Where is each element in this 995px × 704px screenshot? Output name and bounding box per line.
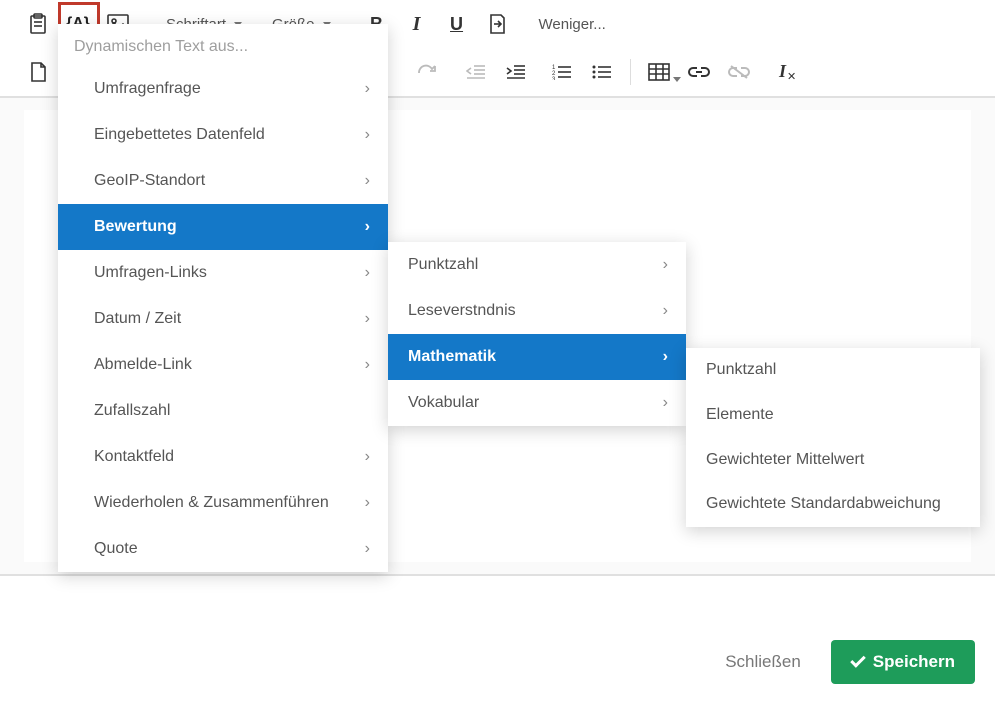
svg-text:3: 3 bbox=[552, 77, 556, 80]
bewertung-submenu: Punktzahl›Leseverstndnis›Mathematik›Voka… bbox=[388, 242, 686, 426]
submenu-item-mathematik[interactable]: Mathematik › bbox=[388, 334, 686, 380]
menu-item-label: Vokabular bbox=[408, 394, 479, 412]
chevron-right-icon: › bbox=[365, 126, 370, 144]
menu-item-label: Mathematik bbox=[408, 348, 496, 366]
svg-text:✕: ✕ bbox=[787, 71, 796, 82]
menu-item-label: Quote bbox=[94, 540, 138, 558]
menu-item-kontaktfeld[interactable]: Kontaktfeld › bbox=[58, 434, 388, 480]
new-page-icon[interactable] bbox=[18, 52, 58, 92]
more-button[interactable]: Weniger... bbox=[531, 4, 614, 44]
menu-item-bewertung[interactable]: Bewertung › bbox=[58, 204, 388, 250]
table-icon[interactable] bbox=[639, 52, 679, 92]
chevron-right-icon: › bbox=[365, 494, 370, 512]
piped-text-menu: Dynamischen Text aus... Umfragenfrage›Ei… bbox=[58, 24, 388, 572]
dialog-footer: Schließen Speichern bbox=[713, 640, 975, 684]
chevron-right-icon: › bbox=[663, 256, 668, 274]
ordered-list-icon[interactable]: 123 bbox=[542, 52, 582, 92]
chevron-right-icon: › bbox=[365, 80, 370, 98]
underline-button[interactable]: U bbox=[437, 4, 477, 44]
menu-item-label: Kontaktfeld bbox=[94, 448, 174, 466]
outdent-icon[interactable] bbox=[456, 52, 496, 92]
menu-item-zufallszahl[interactable]: Zufallszahl bbox=[58, 388, 388, 434]
italic-button[interactable]: I bbox=[397, 4, 437, 44]
unlink-icon[interactable] bbox=[719, 52, 759, 92]
chevron-right-icon: › bbox=[365, 172, 370, 190]
indent-icon[interactable] bbox=[496, 52, 536, 92]
leaf-item-punktzahl[interactable]: Punktzahl bbox=[686, 348, 980, 393]
save-button[interactable]: Speichern bbox=[831, 640, 975, 684]
menu-header: Dynamischen Text aus... bbox=[58, 24, 388, 66]
menu-item-datum-zeit[interactable]: Datum / Zeit › bbox=[58, 296, 388, 342]
check-icon bbox=[850, 652, 866, 668]
redo-icon[interactable] bbox=[406, 52, 446, 92]
unordered-list-icon[interactable] bbox=[582, 52, 622, 92]
submenu-item-leseverstndnis[interactable]: Leseverstndnis › bbox=[388, 288, 686, 334]
menu-item-label: Zufallszahl bbox=[94, 402, 170, 420]
menu-item-label: Leseverstndnis bbox=[408, 302, 516, 320]
menu-item-abmelde-link[interactable]: Abmelde-Link › bbox=[58, 342, 388, 388]
clipboard-icon[interactable] bbox=[18, 4, 58, 44]
chevron-right-icon: › bbox=[365, 310, 370, 328]
chevron-right-icon: › bbox=[365, 540, 370, 558]
menu-item-label: Umfragen-Links bbox=[94, 264, 207, 282]
svg-text:I: I bbox=[778, 62, 787, 81]
mathematik-submenu: PunktzahlElementeGewichteter MittelwertG… bbox=[686, 348, 980, 527]
close-button[interactable]: Schließen bbox=[713, 642, 813, 682]
chevron-right-icon: › bbox=[663, 302, 668, 320]
chevron-right-icon: › bbox=[365, 264, 370, 282]
menu-item-label: Wiederholen & Zusammenführen bbox=[94, 494, 329, 512]
submenu-item-punktzahl[interactable]: Punktzahl › bbox=[388, 242, 686, 288]
chevron-right-icon: › bbox=[663, 394, 668, 412]
menu-item-umfragen-links[interactable]: Umfragen-Links › bbox=[58, 250, 388, 296]
menu-item-quote[interactable]: Quote › bbox=[58, 526, 388, 572]
separator bbox=[630, 59, 631, 85]
menu-item-label: Punktzahl bbox=[408, 256, 478, 274]
save-label: Speichern bbox=[873, 652, 955, 672]
menu-item-label: Bewertung bbox=[94, 218, 177, 236]
menu-item-label: Eingebettetes Datenfeld bbox=[94, 126, 265, 144]
leaf-item-gewichtete-standardabweichung[interactable]: Gewichtete Standardabweichung bbox=[686, 482, 980, 527]
menu-item-label: Datum / Zeit bbox=[94, 310, 181, 328]
menu-item-wiederholen-zusammenf-hren[interactable]: Wiederholen & Zusammenführen › bbox=[58, 480, 388, 526]
chevron-right-icon: › bbox=[365, 448, 370, 466]
submenu-item-vokabular[interactable]: Vokabular › bbox=[388, 380, 686, 426]
menu-item-label: Umfragenfrage bbox=[94, 80, 201, 98]
link-icon[interactable] bbox=[679, 52, 719, 92]
menu-item-geoip-standort[interactable]: GeoIP-Standort › bbox=[58, 158, 388, 204]
menu-item-label: GeoIP-Standort bbox=[94, 172, 205, 190]
leaf-item-gewichteter-mittelwert[interactable]: Gewichteter Mittelwert bbox=[686, 438, 980, 483]
page-break-icon[interactable] bbox=[477, 4, 517, 44]
clear-formatting-icon[interactable]: I✕ bbox=[767, 52, 807, 92]
menu-item-label: Abmelde-Link bbox=[94, 356, 192, 374]
menu-item-umfragenfrage[interactable]: Umfragenfrage › bbox=[58, 66, 388, 112]
menu-item-eingebettetes-datenfeld[interactable]: Eingebettetes Datenfeld › bbox=[58, 112, 388, 158]
chevron-right-icon: › bbox=[365, 218, 370, 236]
chevron-right-icon: › bbox=[365, 356, 370, 374]
chevron-right-icon: › bbox=[663, 348, 668, 366]
leaf-item-elemente[interactable]: Elemente bbox=[686, 393, 980, 438]
